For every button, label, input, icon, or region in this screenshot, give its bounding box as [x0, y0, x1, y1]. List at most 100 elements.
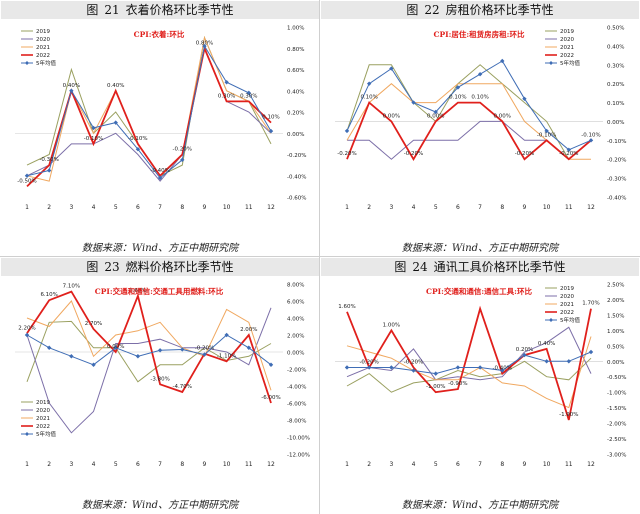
x-tick-label: 2 [47, 204, 51, 211]
y-tick-label: 4.00% [287, 317, 304, 323]
y-tick-label: -2.00% [607, 422, 626, 428]
series-marker-5年均值 [224, 332, 229, 338]
data-source: 数据来源：Wind、方正中期研究院 [81, 500, 239, 511]
series-marker-5年均值 [157, 175, 163, 181]
y-tick-label: 2.00% [607, 298, 624, 304]
data-label: 1.60% [338, 304, 355, 310]
series-marker-5年均值 [135, 146, 141, 152]
x-tick-label: 7 [158, 204, 162, 211]
y-tick-label: -0.50% [607, 375, 626, 381]
series-marker-5年均值 [455, 365, 461, 370]
series-line-5年均值 [26, 44, 272, 179]
figure-number: 23 [104, 260, 120, 274]
x-tick-label: 9 [203, 204, 207, 211]
chart-panel-rent: 图 22 房租价格环比季节性 -0.40% -0.30% -0.20% -0.10% 0.0… [321, 1, 639, 256]
data-label: -1.90% [559, 412, 578, 418]
series-line-2020 [347, 120, 592, 160]
y-tick-label: 1.00% [607, 329, 624, 335]
data-label: 6.10% [40, 292, 57, 298]
data-label: -0.20% [404, 151, 423, 157]
chart-panel-fuel: 图 23 燃料价格环比季节性 -12.00% -10.00% -8.00% -6.00% -… [1, 258, 319, 513]
x-tick-label: 9 [523, 461, 527, 468]
panel-title: 图 21 衣着价格环比季节性 [1, 1, 319, 19]
y-tick-label: 0.50% [607, 344, 624, 350]
series-marker-5年均值 [69, 354, 74, 359]
data-label: -0.10% [128, 136, 147, 142]
series-marker-5年均值 [91, 362, 96, 367]
data-label: -0.50% [17, 178, 36, 184]
data-label: -0.20% [195, 346, 214, 352]
x-tick-label: 4 [92, 204, 96, 211]
legend-marker [549, 61, 553, 65]
series-line-2020 [346, 326, 592, 381]
data-label: 0.00% [107, 344, 124, 350]
x-tick-label: 3 [389, 204, 393, 211]
data-label: -0.10% [581, 132, 600, 138]
x-tick-label: 9 [523, 204, 527, 211]
y-tick-label: -8.00% [287, 419, 306, 425]
series-marker-5年均值 [180, 157, 185, 163]
chart-title: CPI:居住:租赁房房租:环比 [434, 29, 525, 39]
x-tick-label: 1 [345, 461, 349, 468]
chart-title: CPI:交通和通信:交通工具用燃料:环比 [95, 286, 224, 296]
legend-label: 2021 [36, 45, 50, 51]
y-tick-label: -4.00% [287, 385, 306, 391]
line-chart: -3.00% -2.50% -2.00% -1.50% -1.00% -0.50% 0.00… [335, 283, 626, 468]
chart-panel-clothing: 图 21 衣着价格环比季节性 -0.60% -0.40% -0.20% 0.00% 0.20… [1, 1, 319, 256]
data-label: 0.00% [494, 113, 511, 119]
data-label: 0.30% [240, 93, 257, 99]
x-tick-label: 10 [543, 204, 551, 211]
data-label: -1.10% [217, 353, 236, 359]
data-label: 2.20% [18, 325, 35, 331]
chart-panel-telecom: 图 24 通讯工具价格环比季节性 -3.00% -2.50% -2.00% -1.50% -… [321, 258, 639, 513]
series-marker-5年均值 [246, 90, 252, 96]
series-marker-5年均值 [411, 368, 416, 373]
data-label: 0.80% [196, 40, 213, 46]
x-tick-label: 4 [412, 204, 416, 211]
legend-label: 2022 [36, 53, 50, 59]
y-tick-label: -0.20% [607, 158, 626, 164]
x-tick-label: 8 [180, 204, 184, 211]
y-tick-label: 1.00% [287, 26, 304, 32]
x-tick-label: 8 [180, 461, 184, 468]
series-marker-5年均值 [202, 352, 207, 357]
series-marker-5年均值 [224, 80, 229, 85]
data-label: -6.00% [261, 395, 280, 401]
y-tick-label: 0.40% [287, 89, 304, 95]
series-marker-5年均值 [389, 365, 394, 370]
series-marker-5年均值 [366, 81, 372, 86]
y-tick-label: -0.30% [607, 177, 626, 183]
x-tick-label: 7 [478, 204, 482, 211]
series-line-2021 [346, 336, 592, 409]
y-tick-label: 8.00% [287, 283, 304, 289]
legend-label: 5年均值 [36, 59, 56, 67]
data-label: -0.20% [515, 151, 534, 157]
figure-number: 22 [424, 3, 440, 17]
y-tick-label: 0.00% [287, 132, 304, 138]
series-marker-5年均值 [113, 120, 118, 125]
x-tick-label: 5 [434, 204, 438, 211]
series-marker-5年均值 [113, 345, 118, 350]
y-tick-label: 1.50% [607, 313, 624, 319]
data-label: 0.40% [63, 83, 80, 89]
data-label: -4.70% [173, 384, 192, 390]
legend-label: 2021 [560, 302, 574, 308]
series-marker-5年均值 [588, 138, 594, 143]
series-line-2022 [346, 305, 592, 421]
x-tick-label: 8 [500, 204, 504, 211]
y-tick-label: 0.80% [287, 47, 304, 53]
legend-label: 2022 [560, 310, 574, 316]
x-tick-label: 11 [245, 461, 253, 468]
data-label: -0.20% [404, 359, 423, 365]
y-tick-label: -0.40% [607, 196, 626, 202]
data-label: -0.10% [84, 136, 103, 142]
x-tick-label: 10 [223, 204, 231, 211]
series-marker-5年均值 [544, 359, 549, 364]
y-tick-label: -1.50% [607, 406, 626, 412]
panel-title: 图 23 燃料价格环比季节性 [1, 258, 319, 276]
y-tick-label: 0.00% [607, 120, 624, 126]
x-tick-label: 5 [114, 461, 118, 468]
legend-label: 5年均值 [36, 430, 56, 438]
legend-marker [25, 432, 29, 436]
series-marker-5年均值 [135, 354, 141, 359]
